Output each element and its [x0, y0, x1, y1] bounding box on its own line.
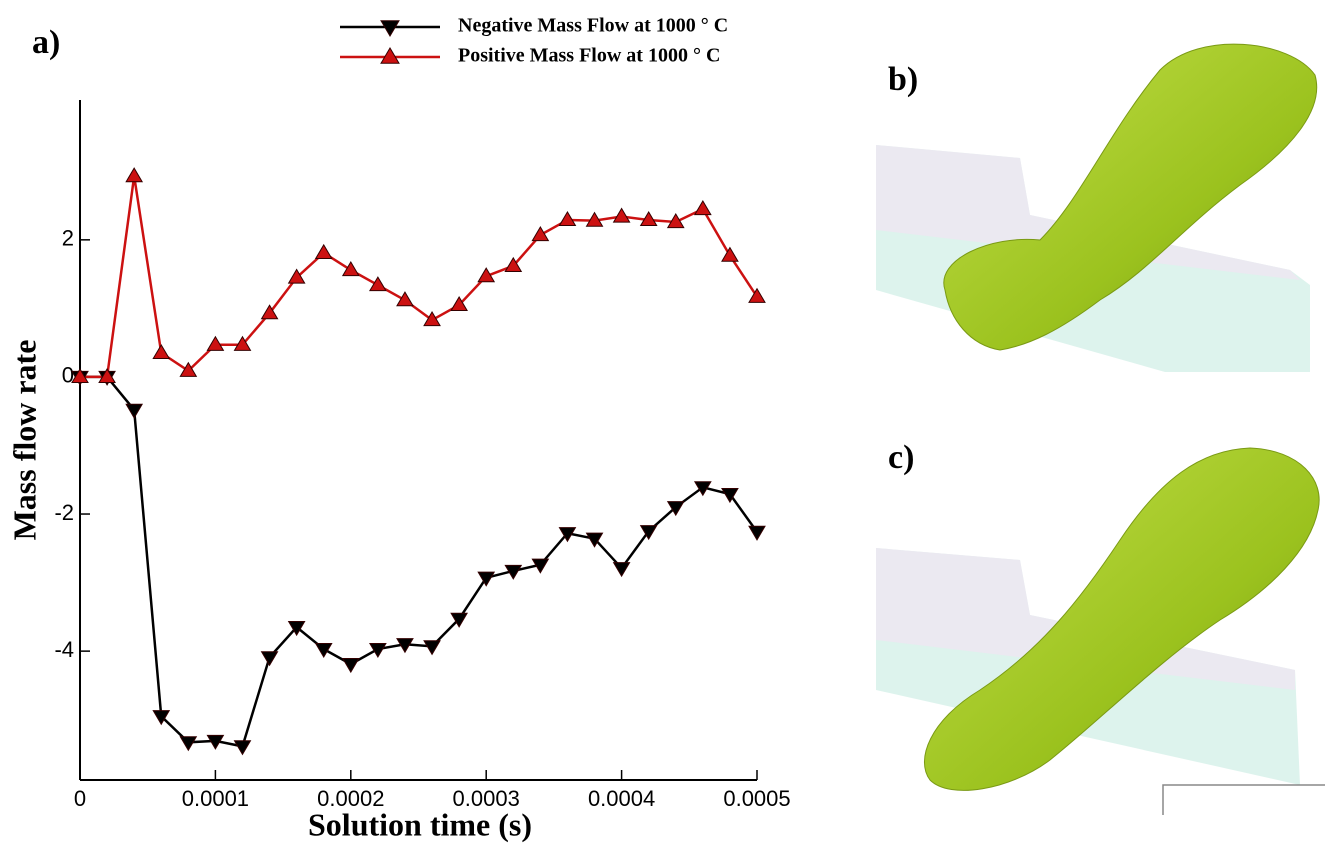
marker — [126, 168, 142, 182]
x-tick-label: 0.0002 — [317, 786, 384, 811]
legend-label: Positive Mass Flow at 1000 ° C — [458, 45, 720, 67]
marker — [695, 201, 711, 215]
y-tick-label: -2 — [54, 500, 74, 525]
marker — [343, 659, 359, 673]
marker — [424, 312, 440, 326]
marker — [749, 526, 765, 540]
figure: a) Solution time (s) Mass flow rate b) c… — [0, 0, 1325, 847]
marker — [749, 289, 765, 303]
x-tick-label: 0 — [74, 786, 86, 811]
legend-marker — [381, 48, 399, 63]
marker — [262, 652, 278, 666]
marker — [424, 641, 440, 655]
marker — [316, 245, 332, 259]
marker — [559, 212, 575, 226]
marker — [316, 643, 332, 657]
panel-label: b) — [888, 61, 918, 98]
y-tick-label: 2 — [62, 226, 74, 251]
marker — [722, 248, 738, 262]
legend-marker — [381, 21, 399, 36]
x-axis-title: Solution time (s) — [308, 806, 532, 842]
series-line — [80, 176, 757, 377]
x-tick-label: 0.0005 — [723, 786, 790, 811]
panel-b-image — [876, 44, 1317, 372]
marker — [370, 277, 386, 291]
marker — [153, 345, 169, 359]
y-tick-label: 0 — [62, 363, 74, 388]
x-tick-label: 0.0001 — [182, 786, 249, 811]
x-tick-label: 0.0003 — [453, 786, 520, 811]
marker — [343, 262, 359, 276]
panel-label: c) — [888, 439, 914, 476]
series-line — [80, 377, 757, 746]
y-tick-label: -4 — [54, 637, 74, 662]
panel-label: a) — [32, 24, 60, 61]
marker — [397, 292, 413, 306]
y-axis-title: Mass flow rate — [6, 340, 42, 541]
x-tick-label: 0.0004 — [588, 786, 655, 811]
page: {"chart_data": { "type": "line", "panel_… — [0, 0, 1325, 847]
marker — [126, 404, 142, 418]
marker — [614, 209, 630, 223]
marker — [180, 737, 196, 751]
marker — [478, 572, 494, 586]
marker — [234, 741, 250, 755]
marker — [370, 643, 386, 657]
panel-c-image — [876, 448, 1325, 815]
marker — [532, 227, 548, 241]
marker — [614, 563, 630, 577]
legend-label: Negative Mass Flow at 1000 ° C — [458, 15, 728, 37]
